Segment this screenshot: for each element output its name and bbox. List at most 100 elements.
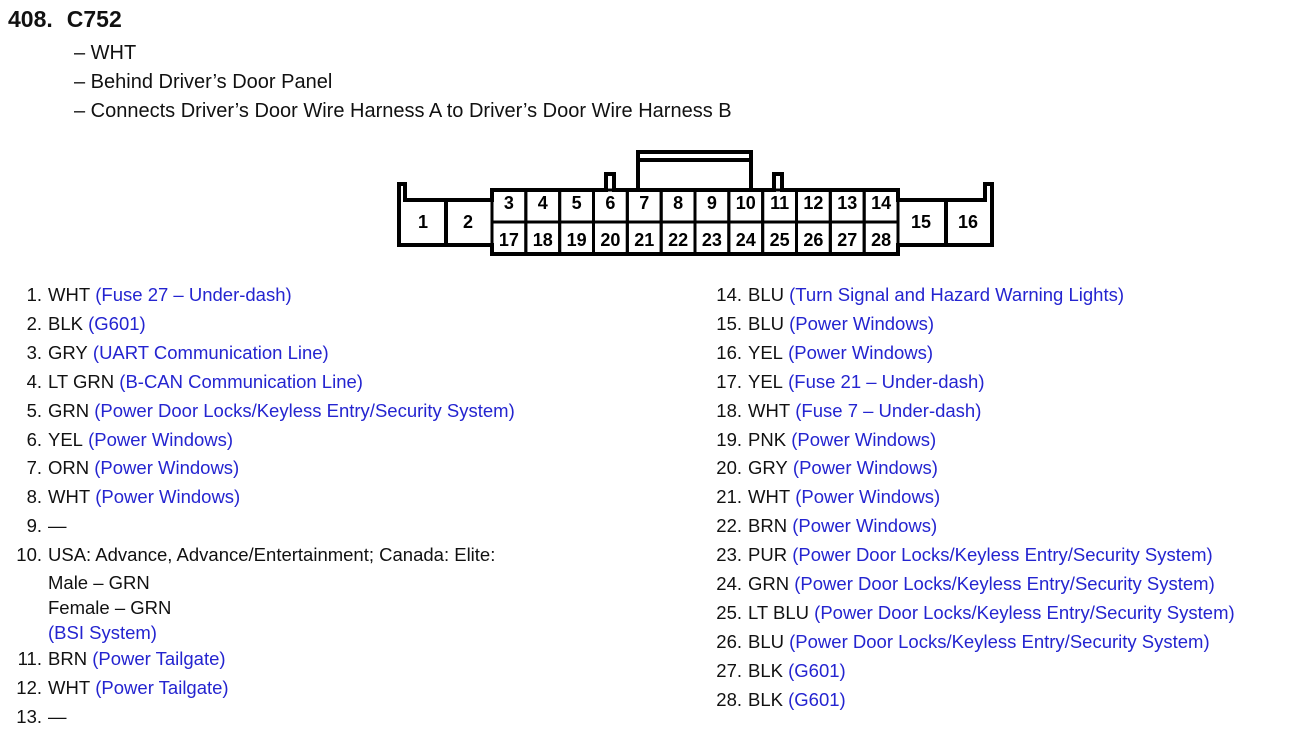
terminal-label: 9 [707, 193, 717, 213]
pin-number: 16. [716, 341, 742, 363]
pin-number: 11. [17, 648, 42, 670]
terminal-label: 3 [504, 193, 514, 213]
terminal-label: 18 [533, 230, 553, 250]
terminal-label: 16 [958, 212, 978, 232]
circuit-name: (Fuse 7 – Under-dash) [795, 399, 982, 421]
terminal-cell [862, 220, 900, 256]
circuit-name: (Power Windows) [792, 457, 938, 479]
pin-number: 25. [716, 601, 742, 623]
pin-item: 28. BLK (G601) [714, 686, 1235, 715]
wire-color: PUR [748, 544, 788, 566]
wire-color: WHT [48, 284, 91, 305]
section-number: 408. [8, 6, 53, 32]
wire-color: YEL [48, 428, 83, 450]
pin-item: 18. WHT (Fuse 7 – Under-dash) [714, 397, 1235, 426]
pin-item: 8. WHT (Power Windows) [14, 483, 515, 512]
connector-color: – WHT [74, 42, 137, 64]
pin-item: 15. BLU (Power Windows) [714, 310, 1235, 339]
pin-number: 24. [716, 573, 742, 595]
terminal-label: 11 [770, 193, 789, 213]
circuit-name: (Power Windows) [788, 341, 934, 363]
wire-color: LT BLU [748, 601, 810, 623]
pin-number: 27. [716, 659, 742, 681]
terminal-label: 19 [567, 230, 587, 250]
wire-color: BRN [748, 515, 788, 537]
pin-number: 14. [716, 284, 742, 305]
terminal-label: 22 [668, 230, 688, 250]
terminal-label: 25 [770, 230, 790, 250]
pin-item: 4. LT GRN (B-CAN Communication Line) [14, 368, 515, 397]
pin-item: 11. BRN (Power Tailgate) [14, 645, 515, 674]
circuit-name: (G601) [788, 659, 846, 681]
pin-number: 17. [716, 370, 742, 392]
circuit-name: (G601) [788, 688, 846, 710]
wire-color: BLK [748, 659, 783, 681]
circuit-name: (Power Door Locks/Keyless Entry/Security… [814, 601, 1235, 623]
pin-number: 6. [26, 428, 42, 450]
pin-number: 3. [26, 341, 42, 363]
terminal-label: 26 [803, 230, 823, 250]
pin-number: 7. [26, 457, 42, 479]
circuit-name: (Power Tailgate) [95, 676, 229, 698]
terminal-label: 13 [837, 193, 857, 213]
pin-number: 10. [16, 544, 42, 566]
pin-number: 1. [26, 284, 42, 305]
circuit-name: (UART Communication Line) [92, 341, 329, 363]
wire-color: BLK [48, 312, 83, 334]
pin-item: 22. BRN (Power Windows) [714, 512, 1235, 541]
pin-item: 17. YEL (Fuse 21 – Under-dash) [714, 368, 1235, 397]
pin-item: 10. USA: Advance, Advance/Entertainment; … [14, 541, 515, 570]
wire-color: WHT [48, 676, 91, 698]
pin-number: 9. [26, 515, 42, 537]
page-title: 408. C752 [8, 6, 136, 33]
pin-item: 19. PNK (Power Windows) [714, 426, 1235, 455]
terminal-label: 28 [871, 230, 891, 250]
terminal-label: 12 [803, 193, 823, 213]
connector-connects: – Connects Driver’s Door Wire Harness A … [74, 100, 732, 122]
pin-item: 25. LT BLU (Power Door Locks/Keyless Entr… [714, 599, 1235, 628]
terminal-label: 7 [639, 193, 649, 213]
circuit-name: (G601) [88, 312, 146, 334]
wire-color: PNK [748, 428, 787, 450]
terminal-label: 24 [736, 230, 756, 250]
pin-item: 26. BLU (Power Door Locks/Keyless Entry/S… [714, 628, 1235, 657]
wire-color: BLU [748, 284, 784, 305]
circuit-name: (Power Windows) [94, 457, 240, 479]
wire-color: WHT [48, 486, 91, 508]
wire-color: GRN [748, 573, 790, 595]
circuit-name: (BSI System) [48, 622, 157, 644]
terminal-label: 17 [499, 230, 519, 250]
terminal-label: 27 [837, 230, 857, 250]
wire-color: WHT [748, 486, 791, 508]
item10-details: Male – GRN Female – GRN (BSI System) [14, 570, 515, 645]
terminal-label: 6 [605, 193, 615, 213]
pin-number: 23. [716, 544, 742, 566]
wire-color: BLU [748, 630, 784, 652]
terminal-label: 23 [702, 230, 722, 250]
terminal-label: 2 [463, 212, 473, 232]
pin-number: 22. [716, 515, 742, 537]
pin-number: 4. [26, 370, 42, 392]
pin-number: 26. [716, 630, 742, 652]
wire-color: LT GRN [48, 370, 115, 392]
pin-number: 2. [26, 312, 42, 334]
pin-item: 7. ORN (Power Windows) [14, 454, 515, 483]
pin-number: 19. [716, 428, 742, 450]
pin-item: 2. BLK (G601) [14, 310, 515, 339]
pin-item: 14. BLU (Turn Signal and Hazard Warning L… [714, 281, 1235, 310]
circuit-name: (Power Door Locks/Keyless Entry/Security… [794, 573, 1215, 595]
circuit-name: (Fuse 21 – Under-dash) [788, 370, 985, 392]
wire-color: BRN [48, 648, 88, 670]
circuit-name: (Power Windows) [789, 312, 935, 334]
pin-item: 9. — [14, 512, 515, 541]
circuit-name: (Fuse 27 – Under-dash) [95, 284, 292, 305]
wire-color: YEL [748, 341, 783, 363]
wire-color: GRN [48, 399, 90, 421]
circuit-name: (Turn Signal and Hazard Warning Lights) [789, 284, 1125, 305]
circuit-name: (Power Door Locks/Keyless Entry/Security… [94, 399, 515, 421]
connector-id: C752 [66, 6, 122, 32]
circuit-name: (Power Windows) [795, 486, 941, 508]
circuit-name: (B-CAN Communication Line) [119, 370, 363, 392]
circuit-name: (Power Tailgate) [92, 648, 226, 670]
